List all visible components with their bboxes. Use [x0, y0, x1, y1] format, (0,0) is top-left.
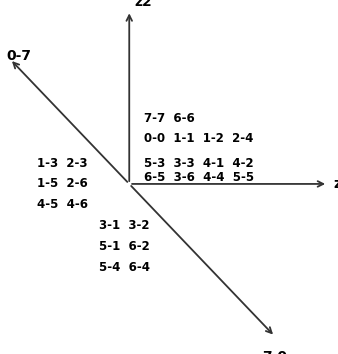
Text: 1-3  2-3: 1-3 2-3	[37, 156, 87, 170]
Text: 4-5  4-6: 4-5 4-6	[37, 198, 88, 211]
Text: 7-0: 7-0	[263, 350, 288, 354]
Text: 0-7: 0-7	[7, 48, 32, 63]
Text: 1-5  2-6: 1-5 2-6	[37, 177, 87, 190]
Text: 0-0  1-1  1-2  2-4: 0-0 1-1 1-2 2-4	[144, 132, 254, 145]
Text: 6-5  3-6  4-4  5-5: 6-5 3-6 4-4 5-5	[144, 171, 254, 183]
Text: z2: z2	[134, 0, 152, 9]
Text: 5-3  3-3  4-1  4-2: 5-3 3-3 4-1 4-2	[144, 156, 254, 170]
Text: 3-1  3-2: 3-1 3-2	[99, 219, 150, 232]
Text: 5-1  6-2: 5-1 6-2	[99, 240, 150, 253]
Text: 5-4  6-4: 5-4 6-4	[99, 261, 150, 274]
Text: 7-7  6-6: 7-7 6-6	[144, 112, 195, 125]
Text: z1: z1	[333, 177, 338, 191]
